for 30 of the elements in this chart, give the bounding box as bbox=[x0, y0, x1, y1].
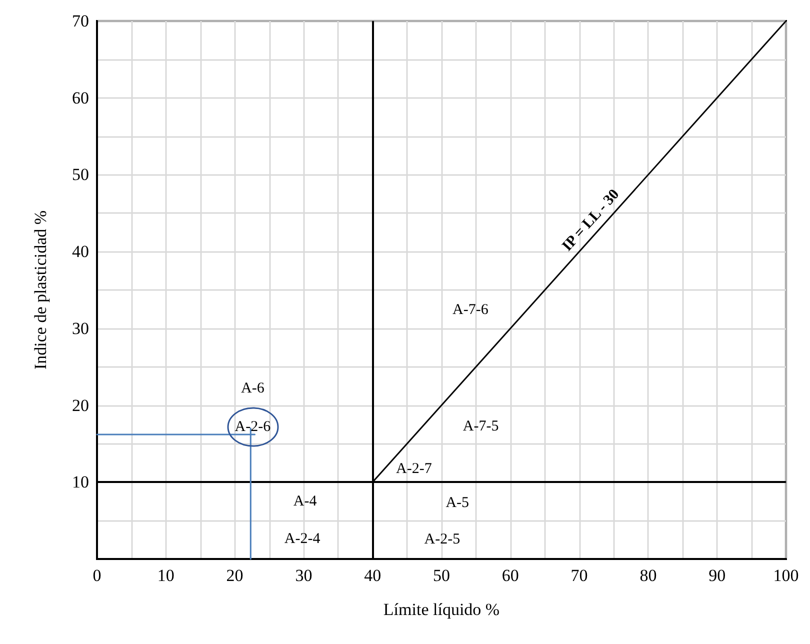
annotation: A-6 bbox=[241, 380, 265, 396]
x-tick-label: 60 bbox=[502, 566, 519, 585]
x-axis-title: Límite líquido % bbox=[383, 600, 500, 619]
x-tick-label: 80 bbox=[640, 566, 657, 585]
x-tick-label: 20 bbox=[226, 566, 244, 585]
annotation: A-5 bbox=[446, 495, 470, 512]
annotation: A-7-5 bbox=[462, 418, 499, 435]
y-tick-label: 10 bbox=[72, 472, 89, 492]
x-tick-label: 100 bbox=[773, 566, 799, 585]
x-tick-label: 40 bbox=[364, 566, 382, 585]
x-tick-label: 50 bbox=[433, 566, 450, 585]
y-tick-label: 30 bbox=[72, 318, 89, 338]
x-tick-label: 30 bbox=[295, 566, 312, 585]
text: IP = LL - 30 bbox=[559, 186, 623, 254]
y-tick-label: 60 bbox=[72, 88, 89, 108]
y-tick-label: 50 bbox=[72, 165, 89, 184]
y-tick-label: 20 bbox=[72, 396, 89, 415]
annotation: A-2-6 bbox=[234, 418, 272, 435]
x-tick-label: 0 bbox=[92, 566, 102, 585]
y-axis-title: Indice de plasticidad % bbox=[31, 210, 50, 370]
y-tick-label: 70 bbox=[72, 12, 89, 30]
x-tick-label: 90 bbox=[708, 566, 726, 585]
x-tick-label: 10 bbox=[157, 566, 174, 585]
annotation: A-7-6 bbox=[452, 302, 489, 318]
x-tick-label: 70 bbox=[570, 566, 588, 585]
y-tick-label: 40 bbox=[72, 242, 89, 262]
annotation: A-2-7 bbox=[396, 461, 432, 478]
annotation: A-2-5 bbox=[424, 532, 460, 548]
annotation: A-2-4 bbox=[284, 531, 321, 548]
annotation: A-4 bbox=[293, 493, 318, 510]
